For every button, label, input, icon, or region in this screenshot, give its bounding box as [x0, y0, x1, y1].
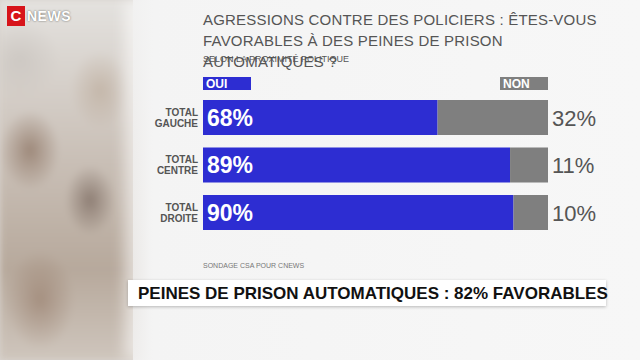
legend-swatch [500, 77, 548, 90]
bar [514, 195, 549, 230]
logo-text: NEWS [27, 8, 71, 24]
banner-text: PEINES DE PRISON AUTOMATIQUES : 82% FAVO… [138, 284, 608, 304]
category-label: TOTAL CENTRE [150, 154, 198, 176]
bars [203, 100, 548, 230]
background-photo [0, 0, 150, 360]
data-label: 11% [552, 153, 594, 178]
logo-mark: C [7, 6, 25, 26]
data-label: 10% [552, 201, 596, 226]
data-label: 89% [207, 152, 253, 178]
data-labels: 68% 32% 89% 11% 90% 10% [207, 105, 596, 226]
category-label: TOTAL GAUCHE [150, 107, 198, 129]
data-label: 68% [207, 105, 253, 131]
data-label: 32% [552, 106, 596, 131]
bar [203, 148, 510, 183]
category-label: TOTAL DROITE [150, 202, 198, 224]
bar [203, 195, 514, 230]
bar [510, 148, 548, 183]
subtitle: SELON LA PROXIMITÉ POLITIQUE [203, 54, 349, 64]
source: SONDAGE CSA POUR CNEWS [203, 262, 304, 269]
bar [438, 100, 548, 135]
legend: OUI NON [203, 77, 548, 91]
data-label: 90% [207, 200, 253, 226]
logo: CNEWS [7, 6, 71, 26]
legend-swatch [203, 77, 251, 90]
bar [203, 100, 438, 135]
legend-label: OUI [206, 77, 227, 91]
legend-label: NON [503, 77, 530, 91]
banner: PEINES DE PRISON AUTOMATIQUES : 82% FAVO… [128, 280, 606, 306]
chart: 68% 32% 89% 11% 90% 10% OUI NON [0, 0, 640, 360]
